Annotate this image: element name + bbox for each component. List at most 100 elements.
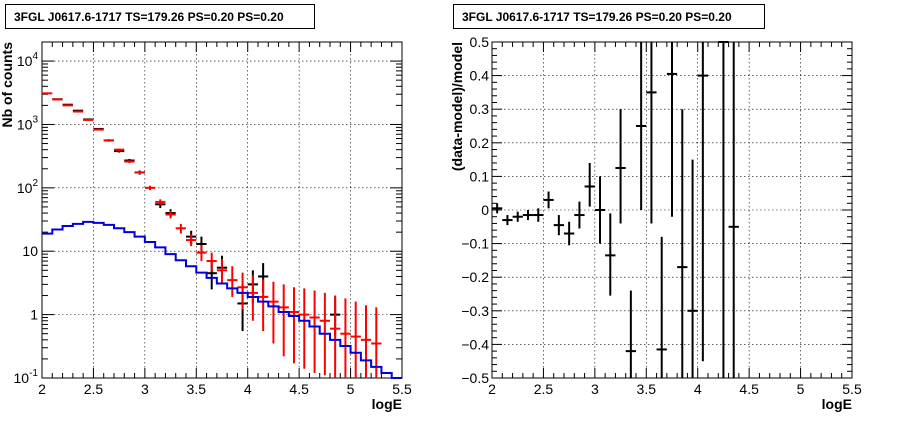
residual-chart: 2 2.5 3 3.5 4 4.5 5 5.5 −0.5 −0.4 −0.3 −0.2 −0.1 0 0.1…	[449, 34, 862, 412]
x-tick-label: 3.5	[637, 381, 657, 397]
x-tick-label: 2	[488, 381, 496, 397]
data-point	[237, 272, 248, 310]
x-tick-label: 2.5	[84, 381, 104, 397]
x-tick-label: 3	[591, 381, 599, 397]
x-tick-label: 5.5	[842, 381, 862, 397]
data-point	[206, 252, 217, 272]
data-point	[564, 221, 575, 246]
data-point	[268, 281, 279, 344]
right-chart-title: 3FGL J0617.6-1717 TS=179.26 PS=0.20 PS=0…	[453, 4, 765, 29]
y-axis-label: Nb of counts	[0, 42, 15, 128]
y-axis-label: (data-model)/model	[449, 42, 465, 171]
data-point	[677, 109, 688, 378]
x-tick-label: 3	[141, 381, 149, 397]
model-histogram-line	[42, 220, 402, 379]
x-tick-label: 4	[244, 381, 252, 397]
y-tick-base: 10	[17, 116, 33, 132]
data-point	[728, 42, 739, 378]
data-point	[288, 287, 300, 364]
data-point	[492, 203, 503, 214]
x-axis-label: logE	[822, 396, 852, 412]
data-point	[175, 223, 186, 234]
x-tick-label: 2.5	[534, 381, 554, 397]
y-tick-label: 0.5	[470, 34, 490, 50]
axis-ticks	[41, 41, 403, 379]
y-tick-exponent: 3	[32, 114, 38, 125]
y-tick-base: 1	[30, 307, 38, 323]
y-tick-label: 0.2	[470, 135, 490, 151]
y-tick-base: 10	[17, 53, 33, 69]
data-point	[165, 211, 176, 219]
y-tick-label: −0.1	[461, 236, 489, 252]
y-tick-base: 10	[14, 370, 30, 386]
data-point	[309, 290, 320, 373]
x-tick-label: 5.5	[392, 381, 412, 397]
y-tick-label: 0.3	[470, 101, 490, 117]
data-point	[522, 210, 534, 221]
plot-frame	[41, 41, 403, 379]
y-tick-label: −0.2	[461, 269, 489, 285]
y-tick-exponent: -1	[29, 368, 38, 379]
data-point	[93, 128, 104, 131]
data-point	[697, 42, 708, 362]
x-axis-label: logE	[372, 396, 402, 412]
y-tick-label: 1	[30, 307, 38, 323]
data-point	[258, 279, 269, 332]
data-point	[646, 42, 657, 224]
data-point	[574, 201, 585, 229]
y-tick-label: 0.1	[470, 168, 490, 184]
data-point	[186, 234, 197, 247]
data-point	[196, 245, 207, 262]
x-tick-label: 2	[38, 381, 46, 397]
data-point	[299, 288, 310, 369]
y-tick-label: 104	[17, 51, 39, 69]
data-point	[718, 41, 729, 378]
data-point	[340, 298, 351, 378]
data-point	[615, 109, 626, 224]
data-point	[512, 211, 523, 222]
data-point	[278, 284, 289, 357]
y-tick-exponent: 2	[32, 178, 38, 189]
y-tick-label: 10-1	[14, 368, 39, 386]
x-tick-label: 5	[797, 381, 805, 397]
data-point	[144, 185, 156, 191]
data-point	[594, 176, 606, 244]
x-tick-label: 4	[694, 381, 702, 397]
data-point	[553, 215, 564, 236]
data-point	[72, 110, 84, 113]
data-point	[543, 191, 554, 209]
data-point	[605, 213, 616, 296]
left-chart-title: 3FGL J0617.6-1717 TS=179.26 PS=0.20 PS=0…	[5, 4, 315, 29]
data-point	[625, 290, 636, 378]
grid	[42, 42, 402, 378]
series-0	[492, 41, 739, 378]
data-point	[134, 170, 145, 175]
data-point	[42, 92, 53, 95]
y-tick-label: −0.3	[461, 303, 489, 319]
y-tick-label: 0.4	[470, 68, 490, 84]
y-tick-label: −0.4	[461, 336, 489, 352]
y-tick-label: 0	[481, 202, 489, 218]
data-point	[155, 199, 166, 205]
data-point	[656, 236, 667, 378]
data-point	[216, 259, 228, 285]
data-point	[502, 215, 513, 226]
series-2	[42, 220, 402, 379]
data-point	[350, 301, 361, 378]
x-tick-label: 4.5	[739, 381, 759, 397]
y-tick-label: 103	[17, 114, 39, 132]
y-tick-exponent: 4	[32, 51, 38, 62]
data-point	[584, 162, 595, 207]
x-tick-label: 3.5	[187, 381, 207, 397]
y-tick-label: −0.5	[461, 370, 489, 386]
data-point	[666, 42, 678, 217]
data-point	[687, 159, 698, 378]
data-point	[114, 148, 125, 151]
data-point	[124, 160, 135, 163]
x-tick-label: 5	[347, 381, 355, 397]
series-1	[42, 92, 382, 378]
y-tick-label: 102	[17, 178, 39, 196]
data-point	[62, 104, 73, 107]
data-point	[330, 295, 341, 378]
